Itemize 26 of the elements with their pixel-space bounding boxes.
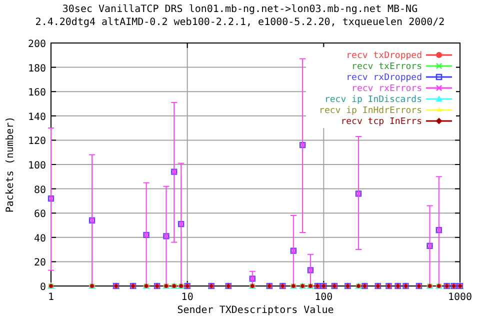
y-tick-label: 60 — [34, 209, 46, 220]
y-tick-label: 120 — [28, 136, 46, 148]
y-tick-label: 140 — [28, 112, 46, 123]
chart-subtitle: 2.4.20dtg4 altAIMD-0.2 web100-2.2.1, e1000-5.2.20, txqueuelen 2000/2 — [35, 17, 445, 28]
legend-label: recv tcp InErrs — [340, 117, 422, 127]
chart-title: 30sec VanillaTCP DRS lon01.mb-ng.net->lon03.mb-ng.net MB-NG — [62, 4, 418, 15]
y-tick-label: 40 — [34, 233, 46, 244]
y-tick-label: 0 — [40, 282, 46, 293]
y-tick-label: 20 — [34, 258, 46, 269]
legend-label: recv rxErrors — [352, 84, 422, 94]
x-tick-label: 10 — [181, 292, 194, 303]
y-tick-label: 100 — [28, 160, 46, 172]
y-tick-label: 80 — [34, 184, 46, 196]
x-tick-label: 100 — [314, 292, 333, 303]
legend-label: recv ip InHdrErrors — [319, 106, 422, 116]
legend-label: recv txDropped — [346, 51, 422, 61]
y-tick-label: 200 — [28, 39, 46, 50]
y-tick-label: 160 — [28, 88, 46, 99]
legend-label: recv ip InDiscards — [324, 95, 422, 105]
y-axis-title: Packets (number) — [5, 116, 16, 213]
legend-label: recv txErrors — [352, 62, 422, 72]
x-tick-label: 1000 — [448, 292, 472, 303]
x-tick-label: 1 — [48, 292, 54, 303]
legend-label: recv rxDropped — [346, 73, 422, 83]
x-axis-title: Sender TXDescriptors Value — [177, 305, 334, 316]
y-tick-label: 180 — [28, 63, 46, 74]
